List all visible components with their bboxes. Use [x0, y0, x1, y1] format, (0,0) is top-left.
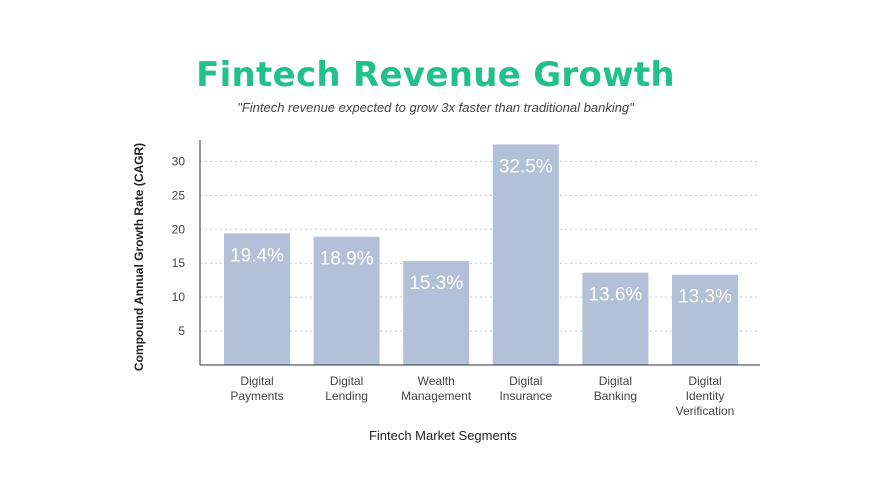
x-tick-label: Lending [325, 389, 368, 403]
x-tick-label: Digital [688, 374, 721, 388]
bars: 19.4% 18.9% 15.3% 32.5% 13.6% 13.3% [224, 144, 738, 365]
x-tick-label: Digital [330, 374, 363, 388]
y-tick-label: 15 [172, 256, 186, 270]
bar [492, 144, 559, 365]
x-tick-label: Banking [594, 389, 637, 403]
bar-value-label: 32.5% [499, 156, 553, 177]
y-tick-label: 25 [172, 188, 186, 202]
bar [224, 233, 290, 365]
bar-value-label: 18.9% [320, 249, 374, 270]
gridlines [200, 160, 760, 332]
bar [582, 272, 649, 365]
y-axis-title: Compound Annual Growth Rate (CAGR) [132, 143, 146, 371]
y-tick-label: 5 [178, 324, 185, 338]
x-tick-label: Wealth [418, 374, 455, 388]
x-tick-label: Digital [599, 374, 632, 388]
y-tick-labels: 5 10 15 20 25 30 [172, 154, 186, 338]
bar-value-label: 13.3% [678, 287, 732, 308]
bar [672, 274, 738, 365]
axes [199, 140, 760, 366]
x-tick-label: Payments [230, 389, 283, 403]
x-tick-label: Insurance [499, 389, 552, 403]
x-tick-label: Identity [686, 389, 725, 403]
bar [313, 236, 380, 365]
x-tick-labels: DigitalPaymentsDigitalLendingWealthManag… [230, 374, 734, 418]
x-tick-label: Digital [509, 374, 542, 388]
x-axis-title: Fintech Market Segments [369, 428, 518, 443]
y-tick-label: 30 [172, 154, 186, 168]
bar [403, 261, 470, 365]
y-tick-label: 10 [172, 290, 186, 304]
x-tick-label: Digital [240, 374, 273, 388]
x-tick-label: Verification [676, 404, 735, 418]
bar-value-label: 19.4% [230, 245, 284, 266]
y-tick-label: 20 [172, 222, 186, 236]
bar-value-label: 15.3% [409, 273, 463, 294]
x-tick-label: Management [401, 389, 472, 403]
chart-subtitle: "Fintech revenue expected to grow 3x fas… [237, 100, 634, 115]
chart-title: Fintech Revenue Growth [196, 55, 675, 95]
bar-value-label: 13.6% [588, 285, 642, 306]
